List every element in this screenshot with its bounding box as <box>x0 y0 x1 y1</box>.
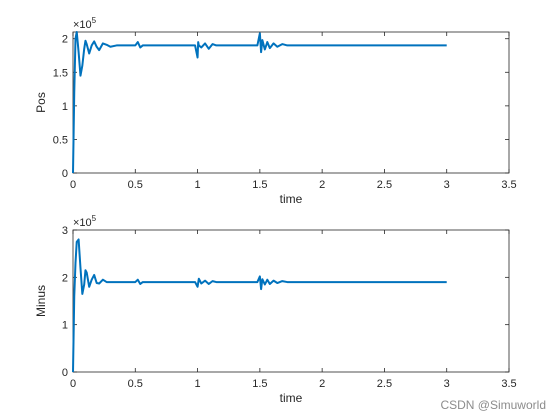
minus-x-tick-label: 3 <box>444 378 450 390</box>
pos-y-tick-label: 1 <box>62 101 68 113</box>
pos-y-tick-label: 1.5 <box>53 67 68 79</box>
pos-series-line <box>72 31 447 174</box>
minus-x-tick-label: 1 <box>195 378 201 390</box>
pos-x-tick-label: 3.5 <box>501 179 516 191</box>
watermark-text: CSDN @Simuworld <box>440 398 546 412</box>
pos-exponent-power: 5 <box>92 16 97 25</box>
pos-x-tick-label: 2.5 <box>377 179 392 191</box>
minus-y-tick-label: 2 <box>62 272 68 284</box>
minus-y-exponent-label: ×105 <box>73 214 97 229</box>
pos-exponent-base: ×10 <box>73 19 92 31</box>
pos-x-axis-label: time <box>280 192 303 206</box>
pos-x-tick-label: 1 <box>195 179 201 191</box>
minus-x-tick-label: 1.5 <box>252 378 267 390</box>
minus-x-tick-label: 2 <box>319 378 325 390</box>
minus-exponent-base: ×10 <box>73 217 92 229</box>
pos-y-axis-label: Pos <box>34 92 48 113</box>
minus-plot: 0 0.5 1 1.5 2 2.5 3 3.5 0 1 2 3 ×105 time Minus <box>34 214 517 405</box>
minus-series-line <box>72 238 447 373</box>
pos-y-tick-label: 0 <box>62 168 68 180</box>
minus-y-tick-label: 1 <box>62 320 68 332</box>
minus-y-axis-label: Minus <box>34 285 48 317</box>
minus-y-tick-label: 3 <box>62 225 68 237</box>
minus-x-axis-label: time <box>280 391 303 405</box>
minus-axes-box <box>72 229 510 373</box>
pos-y-exponent-label: ×105 <box>73 16 97 31</box>
minus-x-tick-label: 0.5 <box>128 378 143 390</box>
pos-x-tick-label: 3 <box>444 179 450 191</box>
pos-axes-box <box>72 31 510 174</box>
pos-x-tick-label: 0.5 <box>128 179 143 191</box>
pos-y-tick-label: 2 <box>62 34 68 46</box>
minus-x-tick-label: 3.5 <box>501 378 516 390</box>
minus-exponent-power: 5 <box>92 214 97 223</box>
pos-x-tick-label: 2 <box>319 179 325 191</box>
pos-x-tick-label: 0 <box>70 179 76 191</box>
pos-plot: 0 0.5 1 1.5 2 2.5 3 3.5 0 0.5 1 1.5 2 ×105 time Pos <box>34 16 517 206</box>
pos-x-tick-label: 1.5 <box>252 179 267 191</box>
pos-y-tick-label: 0.5 <box>53 134 68 146</box>
minus-x-tick-label: 0 <box>70 378 76 390</box>
minus-x-tick-label: 2.5 <box>377 378 392 390</box>
minus-y-tick-label: 0 <box>62 367 68 379</box>
